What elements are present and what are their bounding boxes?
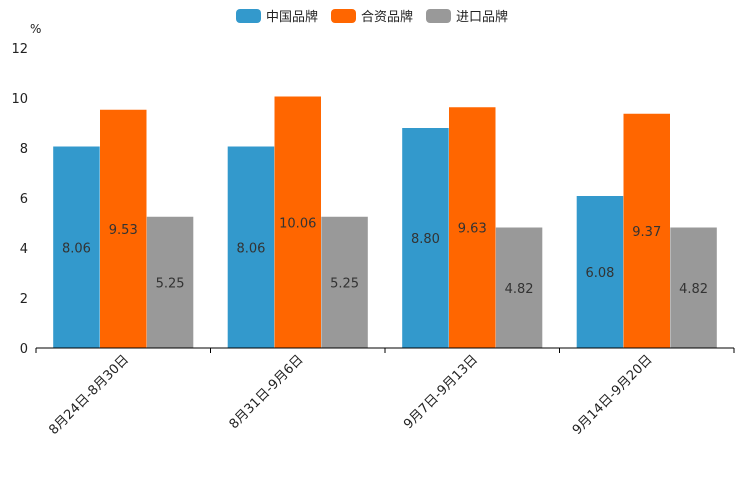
legend-swatch [426, 9, 451, 23]
data-label: 8.06 [62, 241, 91, 256]
data-label: 4.82 [679, 282, 708, 297]
y-axis: 0 2 4 6 8 10 12 [11, 42, 28, 357]
bar [449, 107, 496, 348]
legend-label: 进口品牌 [456, 9, 508, 25]
bar [623, 113, 670, 348]
data-label: 8.06 [236, 241, 265, 256]
data-label: 9.37 [632, 225, 661, 240]
y-axis-unit: % [30, 22, 41, 36]
legend-swatch [331, 9, 356, 23]
bars [53, 96, 717, 348]
y-tick-label: 12 [11, 42, 28, 57]
data-label: 5.25 [156, 276, 185, 291]
bar [670, 227, 717, 348]
data-label: 9.63 [458, 222, 487, 237]
legend-swatch [236, 9, 261, 23]
bar [274, 96, 321, 348]
x-tick-label: 8月31日-9月6日 [227, 352, 307, 432]
bar [495, 227, 543, 348]
bar [53, 146, 100, 348]
data-label: 8.80 [411, 232, 440, 247]
y-tick-label: 6 [20, 192, 28, 207]
data-label: 6.08 [585, 266, 614, 281]
data-label: 4.82 [505, 282, 534, 297]
data-label: 9.53 [109, 223, 138, 238]
x-tick-label: 9月7日-9月13日 [401, 352, 481, 432]
bar [100, 109, 147, 348]
y-tick-label: 4 [20, 242, 28, 257]
bar [576, 196, 624, 348]
legend-label: 中国品牌 [266, 9, 318, 25]
bar [402, 128, 449, 348]
data-label: 5.25 [330, 276, 359, 291]
x-tick-label: 9月14日-9月20日 [570, 352, 656, 438]
y-tick-label: 2 [20, 292, 28, 307]
data-labels: 8.06 9.53 5.25 8.06 10.06 5.25 8.80 9.63 4.82 6.0… [62, 216, 708, 297]
legend-label: 合资品牌 [361, 9, 413, 25]
y-tick-label: 10 [11, 92, 28, 107]
x-tick-label: 8月24日-8月30日 [46, 352, 132, 438]
x-axis: 8月24日-8月30日 8月31日-9月6日 9月7日-9月13日 9月14日-9月2… [35, 347, 735, 438]
bar [227, 146, 275, 348]
y-tick-label: 0 [20, 342, 28, 357]
y-tick-label: 8 [20, 142, 28, 157]
data-label: 10.06 [279, 216, 316, 231]
legend: 中国品牌 合资品牌 进口品牌 [236, 9, 508, 25]
bar [146, 216, 194, 348]
bar [321, 216, 368, 348]
